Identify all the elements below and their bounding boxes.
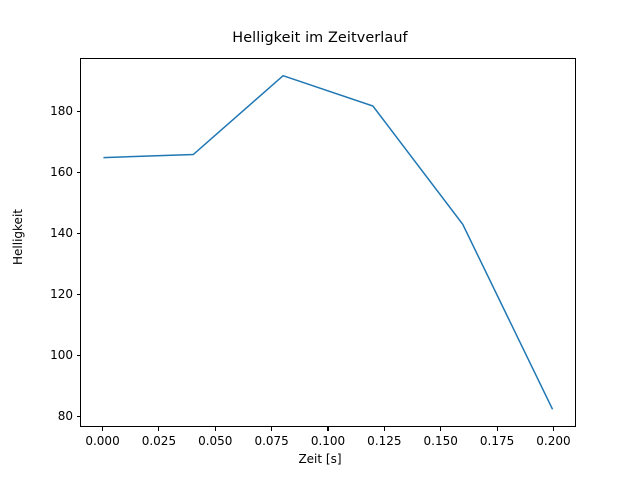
y-tick-mark — [76, 171, 80, 173]
y-tick-label: 140 — [50, 226, 73, 241]
y-tick-label: 120 — [50, 287, 73, 302]
y-tick-mark — [76, 293, 80, 295]
y-tick-label: 100 — [50, 348, 73, 363]
x-tick-label: 0.050 — [198, 434, 233, 448]
y-axis-label: Helligkeit — [11, 209, 25, 265]
x-tick-mark — [214, 427, 216, 431]
x-tick-label: 0.100 — [310, 434, 346, 448]
x-tick-mark — [383, 427, 385, 431]
x-tick-label: 0.075 — [254, 434, 289, 448]
chart-title: Helligkeit im Zeitverlauf — [232, 30, 408, 46]
x-axis-label: Zeit [s] — [298, 452, 342, 466]
y-tick-mark — [76, 232, 80, 234]
x-tick-label: 0.150 — [423, 434, 458, 448]
y-tick-label: 180 — [50, 104, 73, 119]
y-tick-mark — [76, 354, 80, 356]
x-tick-mark — [158, 427, 160, 431]
x-tick-mark — [496, 427, 498, 431]
plot-axes — [80, 58, 576, 427]
data-line-helligkeit — [103, 74, 554, 410]
x-tick-mark — [327, 427, 329, 431]
x-tick-mark — [101, 427, 104, 431]
y-tick-mark — [76, 415, 80, 417]
x-tick-label: 0.025 — [141, 434, 177, 448]
x-tick-label: 0.125 — [367, 434, 402, 448]
x-tick-mark — [552, 427, 554, 431]
y-tick-label: 80 — [57, 409, 73, 424]
x-tick-label: 0.200 — [536, 434, 571, 448]
x-tick-mark — [271, 427, 273, 431]
y-tick-mark — [76, 110, 80, 112]
y-tick-label: 160 — [50, 165, 73, 180]
line-series-svg — [103, 74, 554, 410]
x-tick-mark — [440, 427, 442, 431]
x-tick-label: 0.000 — [85, 434, 120, 448]
x-tick-label: 0.175 — [479, 434, 515, 448]
